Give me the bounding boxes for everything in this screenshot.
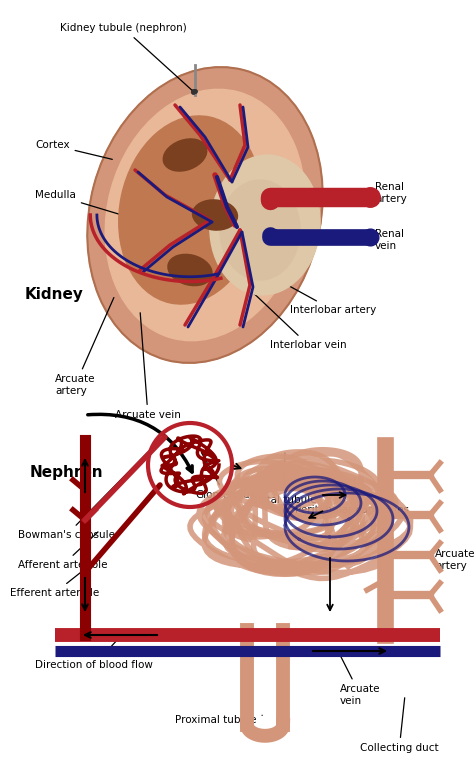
Ellipse shape: [119, 116, 261, 304]
Text: Renal
vein: Renal vein: [375, 230, 404, 250]
Text: Afferent arteriole: Afferent arteriole: [18, 532, 108, 570]
Text: Glomerulus: Glomerulus: [195, 452, 255, 500]
Text: Proximal tubule: Proximal tubule: [175, 715, 262, 725]
Text: Distal tubule: Distal tubule: [250, 453, 317, 505]
Text: Nephron: Nephron: [30, 465, 104, 481]
Text: Kidney tubule (nephron): Kidney tubule (nephron): [60, 23, 193, 91]
Text: Renal
artery: Renal artery: [375, 182, 407, 204]
Text: Medulla: Medulla: [35, 190, 152, 224]
Ellipse shape: [192, 200, 237, 230]
Ellipse shape: [163, 139, 207, 171]
Ellipse shape: [220, 180, 300, 280]
Text: Collecting duct: Collecting duct: [360, 698, 438, 753]
Text: Cortex: Cortex: [35, 140, 112, 159]
Text: Peritubular capillaries: Peritubular capillaries: [295, 478, 409, 515]
Text: Interlobar artery: Interlobar artery: [263, 271, 376, 315]
Ellipse shape: [87, 67, 323, 363]
Text: Arcuate vein: Arcuate vein: [115, 313, 181, 420]
Text: Bowman's capsule: Bowman's capsule: [18, 452, 148, 540]
Ellipse shape: [105, 90, 305, 341]
Ellipse shape: [168, 254, 212, 285]
Text: Arcuate
artery: Arcuate artery: [435, 549, 474, 570]
Text: Arcuate
artery: Arcuate artery: [55, 298, 114, 396]
Text: Interlobar vein: Interlobar vein: [247, 287, 346, 350]
Text: Arcuate
vein: Arcuate vein: [336, 648, 381, 706]
Text: Kidney: Kidney: [25, 288, 84, 302]
Text: Direction of blood flow: Direction of blood flow: [35, 639, 153, 670]
Text: Efferent arteriole: Efferent arteriole: [10, 567, 99, 598]
Ellipse shape: [210, 155, 320, 295]
